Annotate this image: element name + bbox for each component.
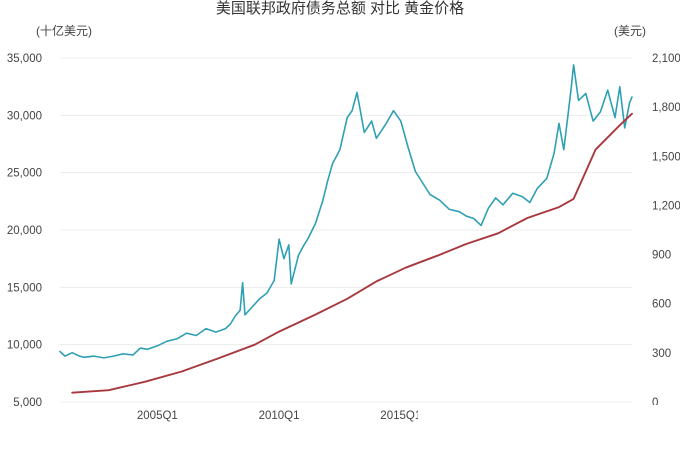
left-tick-label: 35,000 <box>7 53 42 65</box>
plot-series <box>59 64 633 394</box>
chart-title: 美国联邦政府债务总额 对比 黄金价格 <box>216 0 464 17</box>
right-axis-unit: (美元) <box>614 24 646 38</box>
right-tick-label: 900 <box>652 250 671 262</box>
x-tick-label: 2010Q1 <box>259 410 300 422</box>
left-tick-label: 10,000 <box>7 340 42 352</box>
left-tick-label: 5,000 <box>13 397 42 409</box>
crop-mask <box>418 405 680 453</box>
x-tick-label: 2015Q1 <box>380 410 421 422</box>
right-tick-label: 2,100 <box>652 53 680 65</box>
right-tick-label: 1,800 <box>652 102 680 114</box>
left-tick-label: 20,000 <box>7 225 42 237</box>
right-tick-label: 300 <box>652 348 671 360</box>
left-tick-label: 25,000 <box>7 168 42 180</box>
left-tick-label: 15,000 <box>7 282 42 294</box>
right-tick-label: 0 <box>652 397 658 409</box>
series-line-right-axis <box>71 112 633 394</box>
right-tick-label: 1,200 <box>652 200 680 212</box>
left-axis-unit: (十亿美元) <box>36 23 92 38</box>
x-tick-label: 2005Q1 <box>137 410 178 422</box>
series-line-left-axis <box>59 64 633 359</box>
axes: 5,000 10,000 15,000 20,000 25,000 30,000 35,00… <box>7 53 680 453</box>
gridlines <box>60 57 632 403</box>
right-tick-label: 1,500 <box>652 151 680 163</box>
right-tick-label: 600 <box>652 299 671 311</box>
left-tick-label: 30,000 <box>7 110 42 122</box>
